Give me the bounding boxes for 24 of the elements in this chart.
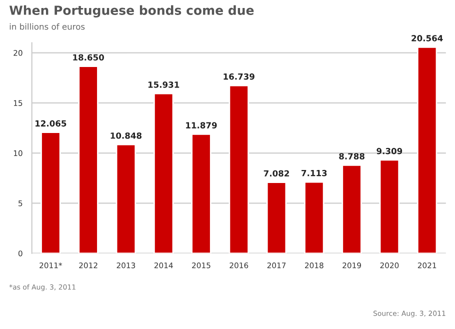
bar bbox=[304, 181, 324, 254]
data-label: 7.113 bbox=[302, 170, 327, 176]
data-label: 11.879 bbox=[186, 122, 217, 128]
data-label: 12.065 bbox=[36, 120, 66, 127]
bar bbox=[416, 46, 438, 254]
data-label: 20.564 bbox=[412, 35, 443, 42]
bar bbox=[228, 84, 249, 254]
data-label: 16.739 bbox=[224, 73, 254, 80]
bar bbox=[379, 159, 400, 254]
chart-title: When Portuguese bonds come due bbox=[9, 5, 254, 18]
data-label: 8.788 bbox=[339, 153, 364, 160]
data-label: 18.650 bbox=[73, 54, 104, 61]
bar bbox=[153, 92, 174, 254]
data-label: 9.309 bbox=[376, 148, 402, 154]
bar bbox=[191, 134, 212, 254]
data-label: 15.931 bbox=[148, 82, 180, 88]
chart-subtitle: in billions of euros bbox=[10, 23, 85, 30]
bar bbox=[342, 164, 362, 254]
bar bbox=[78, 66, 98, 254]
bar bbox=[40, 132, 61, 254]
bar bbox=[266, 182, 287, 254]
bar bbox=[116, 144, 136, 254]
data-label: 7.082 bbox=[264, 170, 289, 177]
data-label: 10.848 bbox=[110, 132, 142, 139]
